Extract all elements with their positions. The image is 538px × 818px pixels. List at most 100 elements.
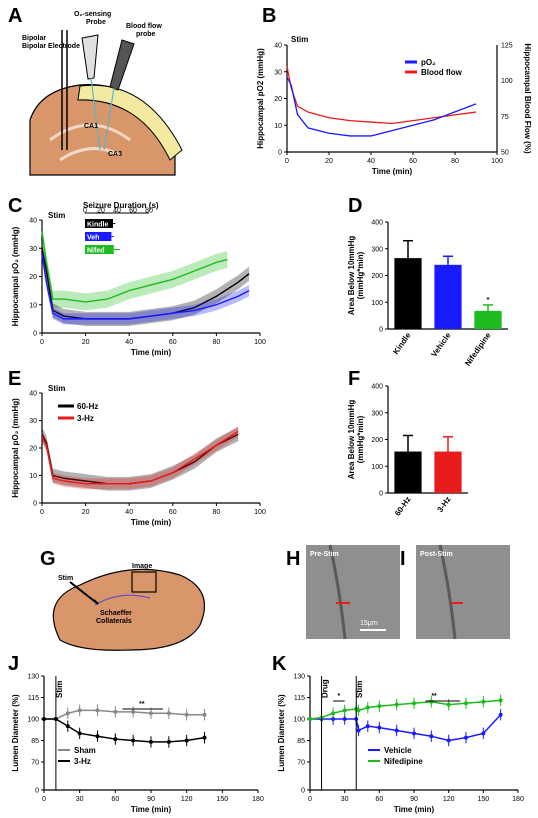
e-y-tick-label: 10 [29, 473, 37, 480]
b-xlabel: Time (min) [372, 167, 413, 176]
e-y-tick-label: 30 [29, 418, 37, 425]
j-ylabel: Lumen Diameter (%) [11, 694, 20, 772]
k-x-tick-label: 90 [410, 796, 418, 803]
c-x-tick-label: 60 [169, 339, 177, 346]
c-inset-tick-label: 0 [83, 208, 87, 215]
c-x-tick-label: 40 [125, 339, 133, 346]
panel-letter-f: F [348, 368, 360, 390]
hippocampus-layer-2 [59, 147, 121, 162]
c-inset-tick-label: 60 [129, 208, 137, 215]
j-y-tick-label: 0 [35, 788, 39, 795]
c-y-tick-label: 20 [29, 274, 37, 281]
b-x-tick-label: 60 [409, 158, 417, 165]
c-y-tick-label: 30 [29, 246, 37, 253]
ca3-label: CA3 [108, 151, 122, 158]
b-ylabel: Hippocampal pO2 (mmHg) [256, 48, 265, 149]
b-legend-bf: Blood flow [421, 68, 463, 77]
o2-probe [81, 34, 99, 80]
f-ylabel-2: (mmHg*min) [356, 415, 365, 463]
j-significance-stars: ** [139, 701, 145, 708]
k-significance-stars: ** [431, 693, 437, 700]
image-box [131, 571, 157, 593]
g-stim-label: Stim [58, 575, 73, 582]
d-bar [394, 258, 422, 329]
panel-letter-e: E [8, 368, 21, 390]
k-point-nifedipine [308, 717, 312, 721]
e-y-tick-label: 0 [33, 501, 37, 508]
f-category-label: 60-Hz [393, 495, 413, 518]
j-y-tick-label: 130 [27, 674, 39, 681]
b-x-tick-label: 80 [451, 158, 459, 165]
c-ylabel: Hippocampal pO₂ (mmHg) [11, 226, 20, 326]
f-y-tick-label: 0 [379, 491, 383, 498]
e-series-3hz-band [42, 426, 239, 490]
c-x-tick-label: 100 [254, 339, 266, 346]
panel-letter-k: K [272, 653, 287, 675]
e-x-tick-label: 0 [40, 509, 44, 516]
k-x-tick-label: 0 [308, 796, 312, 803]
k-y-tick-label: 115 [294, 695, 305, 702]
j-xlabel: Time (min) [131, 805, 172, 814]
c-inset-bar [85, 219, 113, 228]
b-y-tick-label: 10 [274, 123, 282, 130]
collateral-path [94, 594, 151, 606]
c-inset-bar [85, 245, 114, 254]
f-category-label: 3-Hz [436, 495, 453, 514]
b-series-blood-flow [286, 66, 477, 125]
b-y2-tick-label: 125 [501, 43, 513, 50]
b-y-tick-label: 40 [274, 43, 282, 50]
j-x-tick-label: 60 [111, 796, 119, 803]
c-series-vehicle [41, 253, 250, 320]
b-x-tick-label: 100 [491, 158, 503, 165]
c-y-tick-label: 10 [29, 302, 37, 309]
e-y-tick-label: 40 [29, 391, 37, 398]
d-category-label: Nifedipine [463, 331, 493, 368]
stim-electrode [69, 581, 99, 605]
c-inset-bar [85, 232, 112, 241]
d-y-tick-label: 400 [371, 220, 383, 227]
k-legend-vehicle: Vehicle [384, 746, 412, 755]
j-x-tick-label: 30 [76, 796, 84, 803]
k-y-tick-label: 70 [297, 760, 305, 767]
b-y-tick-label: 30 [274, 69, 282, 76]
e-xlabel: Time (min) [131, 518, 172, 527]
d-ylabel-2: (mmHg*min) [356, 251, 365, 299]
c-inset-bar-label: Kindle [87, 222, 108, 229]
k-legend-nifedipine: Nifedipine [384, 757, 423, 766]
j-y-tick-label: 85 [31, 738, 39, 745]
j-x-tick-label: 150 [216, 796, 228, 803]
b-y2-tick-label: 100 [501, 78, 513, 85]
panel-letter-h: H [286, 548, 300, 570]
e-x-tick-label: 100 [254, 509, 266, 516]
e-y-tick-label: 20 [29, 446, 37, 453]
g-image-label: Image [132, 563, 152, 570]
c-x-tick-label: 80 [213, 339, 221, 346]
b-y2-tick-label: 75 [501, 114, 509, 121]
j-y-tick-label: 100 [27, 717, 39, 724]
c-x-tick-label: 0 [40, 339, 44, 346]
e-legend-60hz: 60-Hz [77, 402, 98, 411]
d-ylabel-1: Area Below 10mmHg [347, 236, 356, 316]
c-stim-label: Stim [48, 211, 65, 220]
panel-letter-j: J [8, 653, 19, 675]
k-ylabel: Lumen Diameter (%) [277, 694, 286, 772]
skull [77, 84, 183, 161]
d-category-label: Kindle [391, 331, 413, 357]
c-inset-tick-label: 80 [145, 208, 153, 215]
k-y-tick-label: 100 [293, 717, 305, 724]
ca1-label: CA1 [84, 123, 98, 130]
e-x-tick-label: 20 [82, 509, 90, 516]
e-x-tick-label: 80 [213, 509, 221, 516]
bf-label-1: Blood flow [126, 23, 162, 30]
j-y-tick-label: 70 [31, 760, 39, 767]
blood-flow-probe [109, 39, 135, 91]
panel-g-schematic: Stim Image Schaeffer Collaterals [52, 563, 206, 651]
k-y-tick-label: 0 [301, 788, 305, 795]
c-xlabel: Time (min) [131, 348, 172, 357]
k-y-tick-label: 85 [297, 738, 305, 745]
b-y2-tick-label: 50 [501, 150, 509, 157]
electrode-label: Bipolar Electrode [22, 43, 80, 50]
k-x-tick-label: 180 [512, 796, 524, 803]
b-x-tick-label: 40 [367, 158, 375, 165]
post-stim-label: Post-Stim [420, 551, 453, 558]
